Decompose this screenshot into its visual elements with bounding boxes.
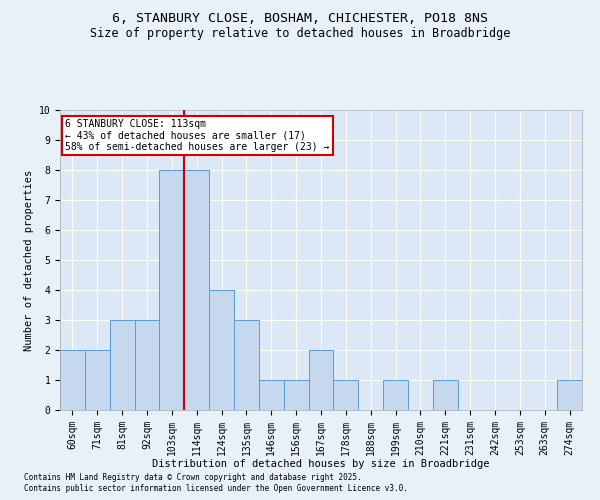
Bar: [85, 350, 110, 410]
Bar: [234, 320, 259, 410]
Bar: [557, 380, 582, 410]
Text: Contains HM Land Registry data © Crown copyright and database right 2025.: Contains HM Land Registry data © Crown c…: [24, 472, 362, 482]
Bar: [209, 290, 234, 410]
Bar: [284, 380, 308, 410]
Y-axis label: Number of detached properties: Number of detached properties: [25, 170, 34, 350]
Text: 6 STANBURY CLOSE: 113sqm
← 43% of detached houses are smaller (17)
58% of semi-d: 6 STANBURY CLOSE: 113sqm ← 43% of detach…: [65, 119, 329, 152]
Bar: [134, 320, 160, 410]
Text: 6, STANBURY CLOSE, BOSHAM, CHICHESTER, PO18 8NS: 6, STANBURY CLOSE, BOSHAM, CHICHESTER, P…: [112, 12, 488, 26]
Bar: [433, 380, 458, 410]
Bar: [160, 170, 184, 410]
Text: Size of property relative to detached houses in Broadbridge: Size of property relative to detached ho…: [90, 28, 510, 40]
X-axis label: Distribution of detached houses by size in Broadbridge: Distribution of detached houses by size …: [152, 459, 490, 469]
Bar: [383, 380, 408, 410]
Text: Contains public sector information licensed under the Open Government Licence v3: Contains public sector information licen…: [24, 484, 408, 493]
Bar: [60, 350, 85, 410]
Bar: [308, 350, 334, 410]
Bar: [184, 170, 209, 410]
Bar: [110, 320, 134, 410]
Bar: [259, 380, 284, 410]
Bar: [334, 380, 358, 410]
